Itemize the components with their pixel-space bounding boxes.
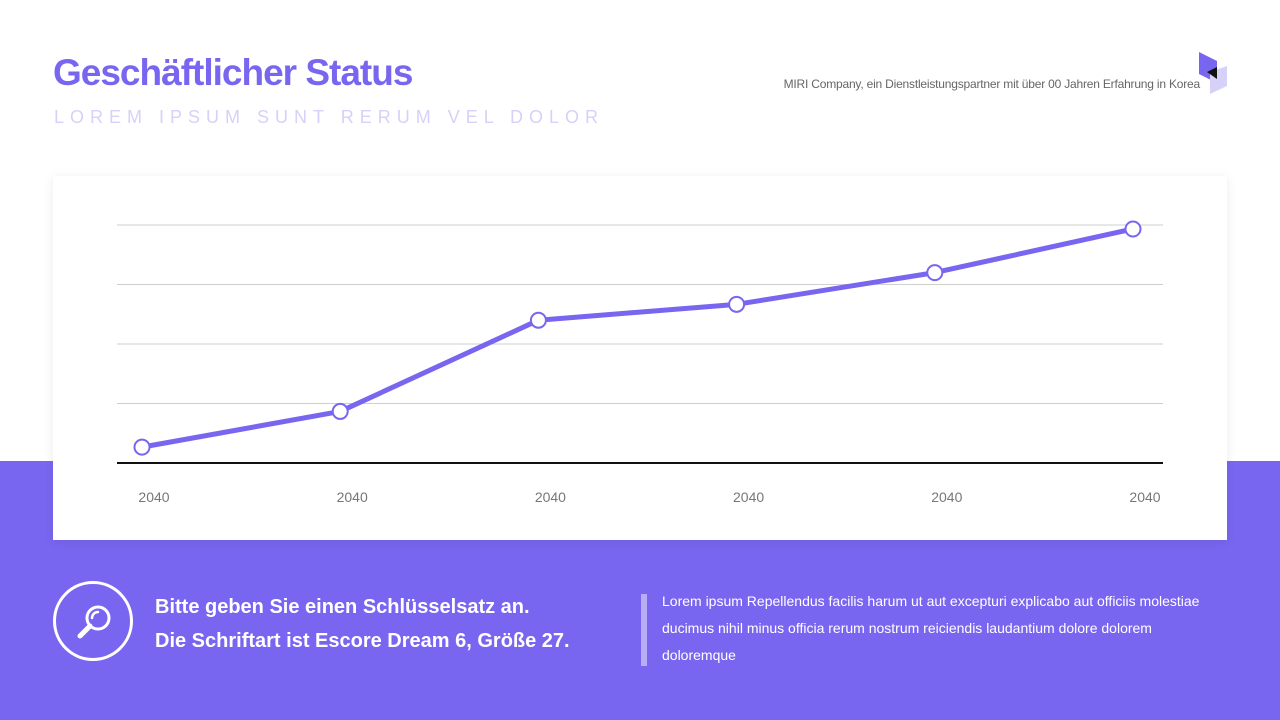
key-phrase: Bitte geben Sie einen Schlüsselsatz an. … [155,590,570,658]
x-tick-label: 2040 [337,489,368,505]
page-title: Geschäftlicher Status [53,52,413,93]
search-icon [77,605,111,639]
data-point [133,438,151,456]
data-point [926,264,944,282]
key-phrase-line-1: Bitte geben Sie einen Schlüsselsatz an. [155,596,530,618]
x-tick-label: 2040 [138,489,169,505]
data-point [728,295,746,313]
company-tagline: MIRI Company, ein Dienstleistungspartner… [783,77,1201,91]
data-point [331,402,349,420]
x-tick-label: 2040 [931,489,962,505]
series-line [139,226,1136,450]
data-point [1124,220,1142,238]
data-point [529,311,547,329]
key-phrase-line-2: Die Schriftart ist Escore Dream 6, Größe… [155,630,570,652]
page-subtitle: LOREM IPSUM SUNT RERUM VEL DOLOR [54,107,605,127]
body-paragraph: Lorem ipsum Repellendus facilis harum ut… [662,593,1200,663]
x-tick-label: 2040 [1129,489,1160,505]
line-chart: 2040 2040 2040 2040 2040 2040 [117,220,1163,505]
company-logo [1199,52,1227,94]
chart-card: 2040 2040 2040 2040 2040 2040 [53,176,1227,540]
text-divider [641,594,647,666]
x-tick-label: 2040 [535,489,566,505]
x-tick-label: 2040 [733,489,764,505]
search-badge [53,581,133,661]
